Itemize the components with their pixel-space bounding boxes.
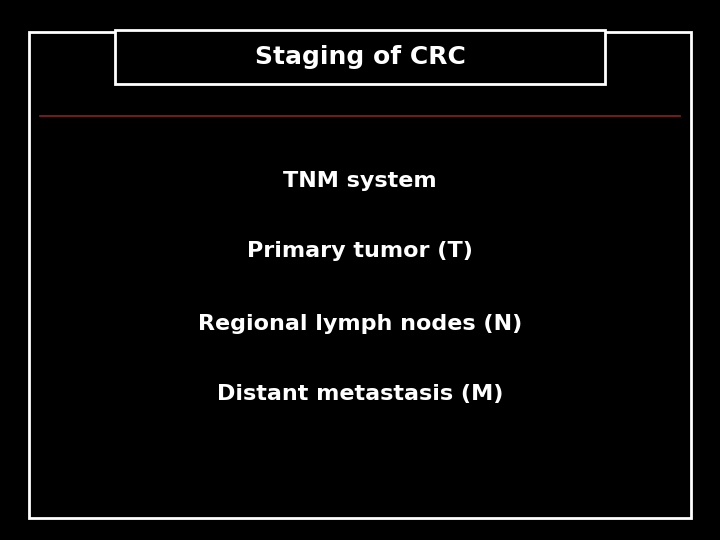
Text: Regional lymph nodes (N): Regional lymph nodes (N) (198, 314, 522, 334)
Text: TNM system: TNM system (283, 171, 437, 191)
Text: Primary tumor (T): Primary tumor (T) (247, 241, 473, 261)
Text: Distant metastasis (M): Distant metastasis (M) (217, 384, 503, 404)
Text: Staging of CRC: Staging of CRC (255, 45, 465, 69)
Bar (115, 30, 605, 84)
